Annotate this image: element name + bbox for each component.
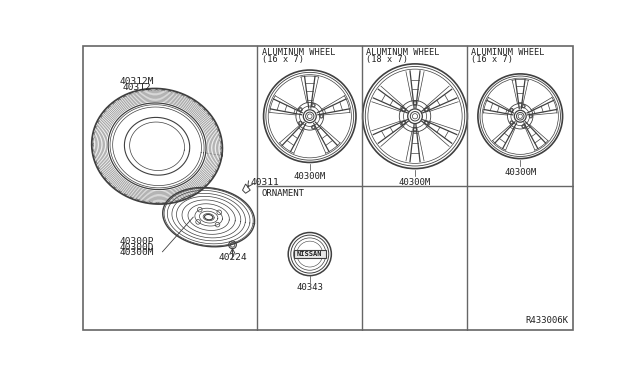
Text: 40224: 40224 [218, 253, 247, 262]
Bar [294, 250, 326, 258]
Text: (16 x 7): (16 x 7) [471, 55, 513, 64]
Text: ALUMINUM WHEEL: ALUMINUM WHEEL [367, 48, 440, 58]
Text: 40300M: 40300M [399, 178, 431, 187]
Text: ALUMINUM WHEEL: ALUMINUM WHEEL [262, 48, 335, 58]
Text: 40300M: 40300M [120, 248, 154, 257]
Text: R433006K: R433006K [525, 316, 568, 325]
Text: 40300M: 40300M [504, 168, 536, 177]
Text: ORNAMENT: ORNAMENT [262, 189, 305, 198]
Text: 40300D: 40300D [120, 243, 154, 252]
Text: 40312: 40312 [123, 83, 152, 92]
Text: ALUMINUM WHEEL: ALUMINUM WHEEL [471, 48, 545, 58]
Text: (18 x 7): (18 x 7) [367, 55, 408, 64]
Text: 40343: 40343 [296, 283, 323, 292]
Text: 40300M: 40300M [294, 172, 326, 181]
Text: 40311: 40311 [250, 178, 279, 187]
Text: 40312M: 40312M [120, 77, 154, 86]
Text: 40300P: 40300P [120, 237, 154, 246]
Text: NISSAN: NISSAN [297, 251, 323, 257]
Text: (16 x 7): (16 x 7) [262, 55, 304, 64]
